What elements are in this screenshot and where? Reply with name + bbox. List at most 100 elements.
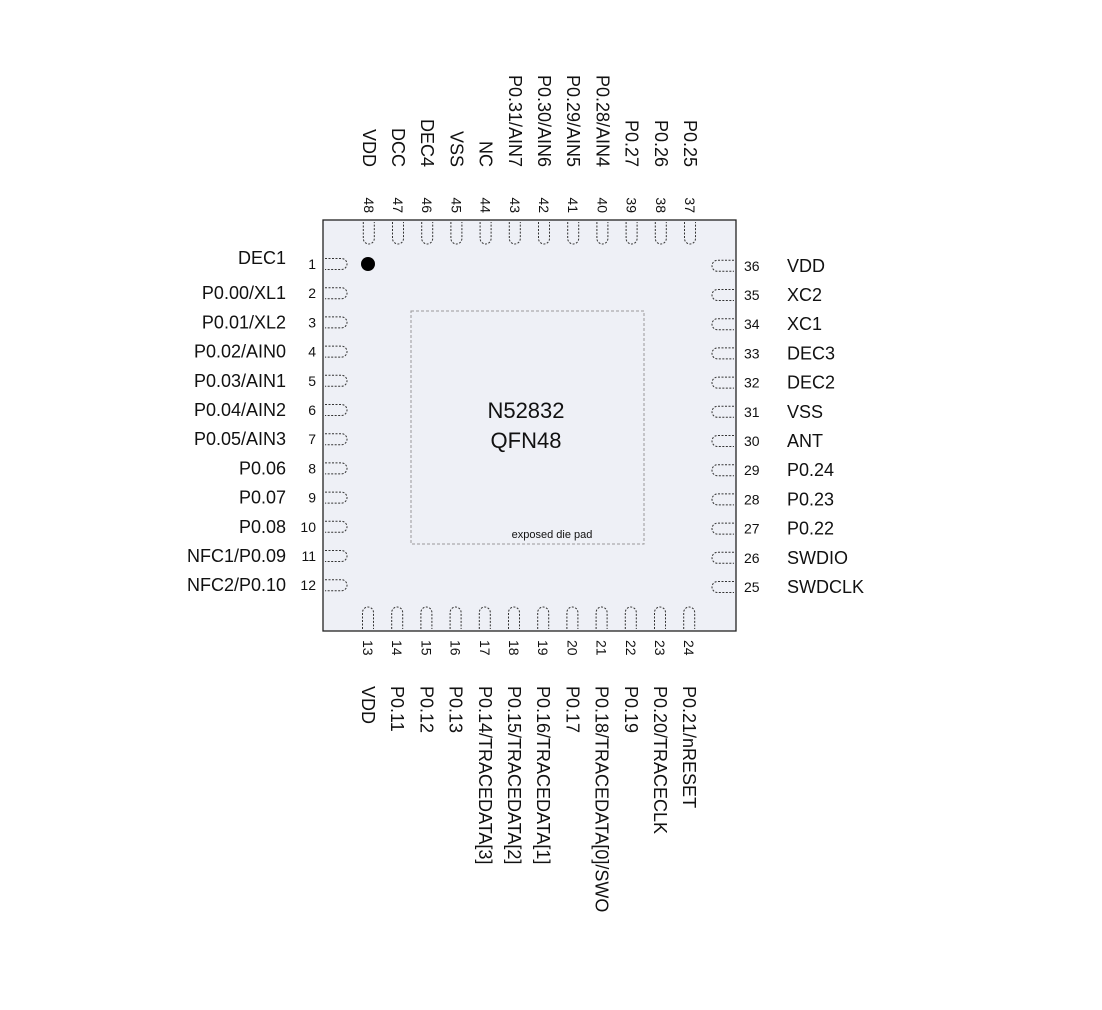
pin-number: 40: [594, 197, 610, 213]
pin-number: 25: [744, 579, 760, 595]
pin-name: DEC1: [238, 248, 286, 268]
pin-name: P0.19: [621, 686, 641, 733]
pin-pad: [711, 522, 734, 535]
pin-10: 10 P0.08: [239, 517, 348, 537]
pin-pad: [711, 289, 734, 301]
pin-number: 12: [300, 577, 316, 593]
pin-number: 19: [535, 640, 551, 656]
pin-number: 31: [744, 404, 760, 420]
pin-pad: [683, 606, 696, 629]
die-pad-label: exposed die pad: [512, 529, 593, 541]
pin-name: XC2: [787, 285, 822, 305]
pin-12: 12 NFC2/P0.10: [187, 575, 348, 595]
pin-33: 33 DEC3: [711, 343, 835, 363]
pin-16: 16 P0.13: [446, 606, 466, 733]
pin-pad: [325, 374, 348, 387]
pin-26: 26 SWDIO: [711, 548, 848, 568]
pin-number: 35: [744, 287, 760, 303]
pin-6: 6 P0.04/AIN2: [194, 400, 348, 420]
pin-name: P0.23: [787, 489, 834, 509]
pin-name: P0.30/AIN6: [534, 75, 554, 167]
pin-number: 32: [744, 375, 760, 391]
chip-package: QFN48: [491, 428, 562, 453]
pin-pad: [325, 345, 348, 358]
pin-37: 37 P0.25: [680, 120, 700, 245]
pin-name: DEC2: [787, 373, 835, 393]
pin-name: VSS: [787, 402, 823, 422]
pin-28: 28 P0.23: [711, 489, 834, 509]
pin-name: VDD: [787, 256, 825, 276]
pin-name: P0.25: [680, 120, 700, 167]
pin-pad: [537, 606, 550, 629]
pin-pad: [566, 606, 579, 629]
pin-pad: [508, 222, 521, 245]
pin-number: 22: [623, 640, 639, 656]
pin-3: 3 P0.01/XL2: [202, 312, 348, 332]
pin-name: P0.28/AIN4: [592, 75, 612, 167]
pin-13: 13 VDD: [358, 606, 378, 724]
pin-number: 30: [744, 433, 760, 449]
pin-name: P0.15/TRACEDATA[2]: [504, 686, 524, 864]
pin-name: P0.00/XL1: [202, 283, 286, 303]
pin-number: 1: [308, 256, 316, 272]
pin-pad: [478, 606, 491, 629]
pin-number: 38: [653, 197, 669, 213]
pin-23: 23 P0.20/TRACECLK: [650, 606, 670, 834]
pin-name: P0.16/TRACEDATA[1]: [533, 686, 553, 864]
pin-number: 43: [507, 197, 523, 213]
pin-4: 4 P0.02/AIN0: [194, 342, 348, 362]
pin-pad: [711, 405, 734, 418]
pin-pad: [325, 316, 348, 329]
pin-pad: [711, 435, 734, 447]
pin-38: 38 P0.26: [651, 120, 671, 245]
pin-pad: [391, 606, 404, 629]
pin-number: 6: [308, 402, 316, 418]
pin-pad: [711, 464, 734, 477]
pin-46: 46 DEC4: [417, 119, 437, 245]
pin-number: 33: [744, 345, 760, 361]
pin-pad: [508, 606, 520, 629]
pin-number: 34: [744, 316, 760, 332]
pin-name: P0.17: [562, 686, 582, 733]
pin-47: 47 DCC: [388, 128, 408, 245]
pin-number: 27: [744, 521, 760, 537]
pin-number: 3: [308, 314, 316, 330]
pin-number: 13: [360, 640, 376, 656]
pin-name: P0.13: [446, 686, 466, 733]
pin-pad: [325, 550, 348, 562]
pin-pad: [450, 222, 463, 245]
pin-name: P0.12: [416, 686, 436, 733]
pin-pad: [325, 433, 348, 446]
pin-number: 28: [744, 491, 760, 507]
pin-pad: [567, 222, 580, 245]
pin-number: 44: [478, 197, 494, 213]
pin-29: 29 P0.24: [711, 460, 834, 480]
pin-name: VSS: [446, 131, 466, 167]
pin-41: 41 P0.29/AIN5: [563, 75, 583, 245]
pin-name: P0.18/TRACEDATA[0]/SWO: [592, 686, 612, 912]
pin-name: NFC2/P0.10: [187, 575, 286, 595]
pin-number: 45: [448, 197, 464, 213]
pin-number: 7: [308, 431, 316, 447]
pin-39: 39 P0.27: [622, 120, 642, 245]
pin-15: 15 P0.12: [416, 606, 436, 733]
pin-8: 8 P0.06: [239, 458, 348, 478]
pin-number: 14: [389, 640, 405, 656]
pin-30: 30 ANT: [711, 431, 823, 451]
pin-name: NFC1/P0.09: [187, 546, 286, 566]
pin-pad: [362, 222, 375, 245]
pin-27: 27 P0.22: [711, 519, 834, 539]
pin-number: 15: [418, 640, 434, 656]
pin-34: 34 XC1: [711, 314, 822, 334]
pin-pad: [325, 579, 348, 592]
pin-name: DEC3: [787, 343, 835, 363]
pin-pad: [325, 491, 348, 504]
pin-pad: [711, 347, 734, 360]
pin1-indicator-dot: [361, 257, 375, 271]
pin-pad: [325, 258, 348, 270]
pin-43: 43 P0.31/AIN7: [505, 75, 525, 245]
pin-number: 36: [744, 258, 760, 274]
pin-pad: [711, 259, 734, 272]
pin-pad: [684, 222, 696, 245]
pin-number: 21: [594, 640, 610, 656]
